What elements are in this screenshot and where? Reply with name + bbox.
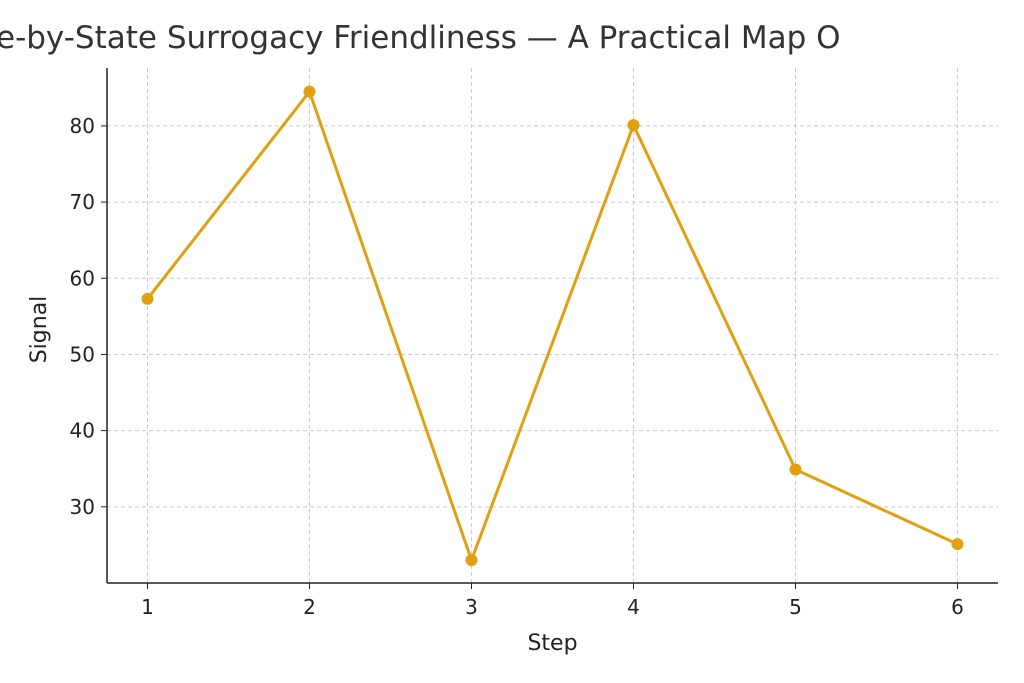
data-point [303, 85, 316, 98]
x-tick-label: 3 [465, 595, 478, 619]
data-point [465, 554, 478, 567]
y-tick-label: 80 [70, 114, 95, 138]
x-tick-label: 4 [627, 595, 640, 619]
y-tick-label: 60 [70, 266, 95, 290]
data-point [789, 463, 802, 476]
y-tick-label: 50 [70, 342, 95, 366]
y-tick-label: 70 [70, 190, 95, 214]
x-tick-label: 1 [141, 595, 154, 619]
y-tick-label: 40 [70, 419, 95, 443]
data-point [951, 538, 964, 551]
x-tick-label: 2 [303, 595, 316, 619]
series-line [146, 88, 959, 565]
chart-title: e-by-State Surrogacy Friendliness — A Pr… [0, 20, 841, 56]
x-tick-label: 5 [789, 595, 802, 619]
x-tick-label: 6 [951, 595, 964, 619]
data-point [627, 119, 640, 132]
data-point [141, 292, 154, 305]
y-tick-label: 30 [70, 495, 95, 519]
y-axis-label: Signal [27, 296, 52, 364]
x-axis-label: Step [527, 631, 577, 656]
